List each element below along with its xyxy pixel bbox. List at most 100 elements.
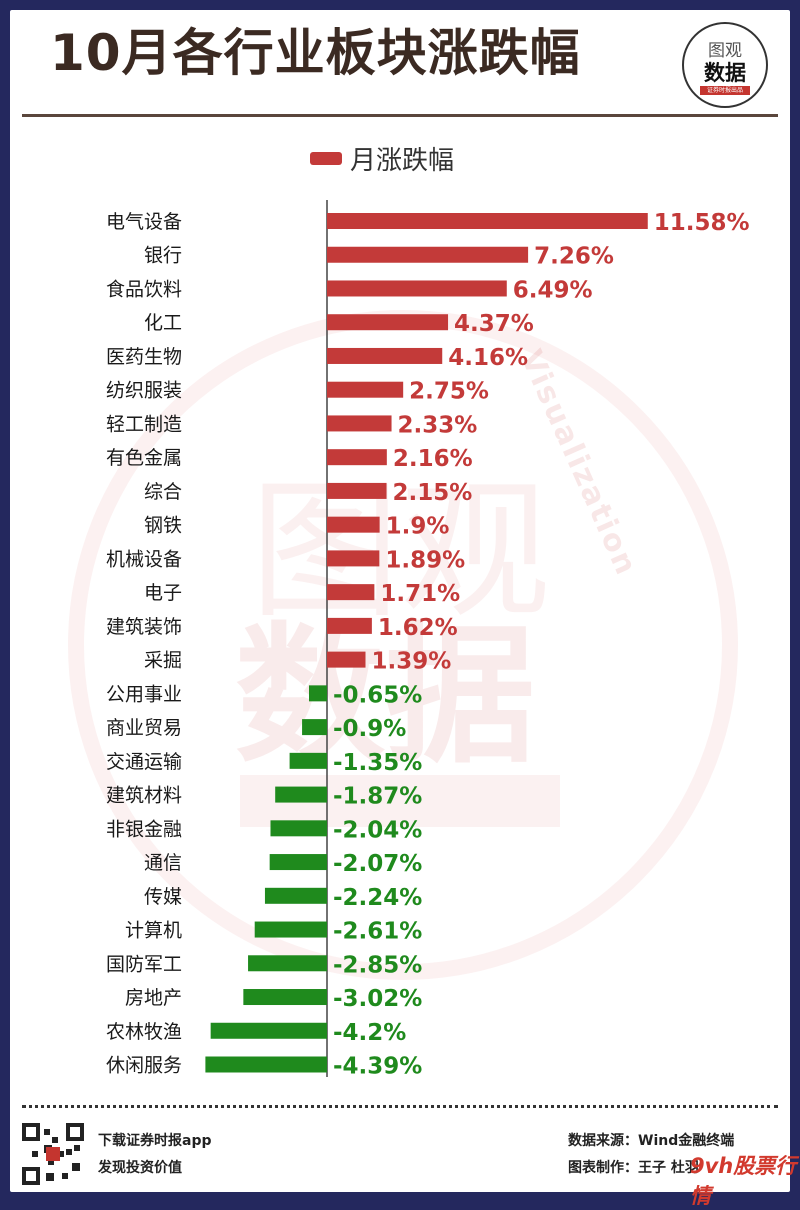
bar: [327, 381, 404, 398]
qr-module: [22, 1167, 40, 1185]
bar: [308, 685, 327, 702]
category-label: 建筑装饰: [106, 616, 182, 638]
bar: [327, 651, 366, 668]
qr-module: [48, 1159, 54, 1165]
qr-code[interactable]: [22, 1123, 84, 1185]
category-label: 农林牧渔: [106, 1021, 182, 1043]
value-label: 1.9%: [386, 514, 450, 540]
bar: [327, 347, 443, 364]
category-label: 休闲服务: [106, 1055, 182, 1077]
value-label: 4.16%: [448, 345, 528, 371]
category-label: 医药生物: [106, 346, 182, 368]
value-label: -2.85%: [333, 952, 422, 978]
bar: [327, 482, 387, 499]
category-label: 计算机: [125, 920, 182, 942]
qr-module: [44, 1129, 50, 1135]
bar: [327, 516, 380, 533]
bar: [270, 820, 327, 837]
value-label: -4.39%: [333, 1054, 422, 1080]
category-label: 房地产: [125, 987, 182, 1009]
qr-module: [22, 1123, 40, 1141]
bar: [289, 752, 327, 769]
qr-module: [58, 1151, 64, 1157]
bar: [243, 989, 327, 1006]
value-label: 2.16%: [393, 446, 473, 472]
bar: [327, 246, 529, 263]
bar: [248, 955, 327, 972]
bar: [205, 1056, 327, 1073]
legend-label: 月涨跌幅: [350, 145, 455, 176]
value-label: -3.02%: [333, 986, 422, 1012]
category-label: 轻工制造: [106, 413, 182, 435]
qr-module: [72, 1163, 80, 1171]
category-label: 钢铁: [144, 515, 182, 537]
download-app-text: 下载证券时报app: [98, 1133, 212, 1149]
bar: [327, 449, 387, 466]
category-label: 国防军工: [106, 953, 182, 975]
value-label: 1.71%: [380, 581, 460, 607]
value-label: -1.35%: [333, 750, 422, 776]
slogan-text: 发现投资价值: [98, 1160, 182, 1176]
bar: [327, 280, 507, 297]
qr-center-logo: [46, 1147, 60, 1161]
qr-module: [74, 1145, 80, 1151]
value-label: 2.75%: [409, 379, 489, 405]
value-label: 7.26%: [534, 244, 614, 270]
category-label: 电气设备: [106, 211, 182, 233]
value-label: 11.58%: [654, 210, 750, 236]
qr-module: [66, 1123, 84, 1141]
category-label: 公用事业: [106, 683, 182, 705]
category-label: 非银金融: [106, 818, 182, 840]
category-label: 电子: [144, 582, 182, 604]
qr-module: [52, 1137, 58, 1143]
value-label: 6.49%: [513, 277, 593, 303]
site-watermark: 9vh股票行情: [690, 1154, 797, 1208]
value-label: -2.61%: [333, 919, 422, 945]
bar: [264, 887, 327, 904]
qr-module: [46, 1173, 54, 1181]
qr-module: [32, 1151, 38, 1157]
category-label: 商业贸易: [106, 717, 182, 739]
bar: [327, 617, 372, 634]
value-label: -0.65%: [333, 682, 422, 708]
bar: [327, 314, 449, 331]
bar: [327, 584, 375, 601]
category-label: 纺织服装: [106, 380, 182, 402]
bar: [327, 415, 392, 432]
value-label: 1.89%: [385, 547, 465, 573]
bar: [275, 786, 327, 803]
category-label: 化工: [144, 312, 182, 334]
chart-credit-text: 图表制作：王子 杜羽: [568, 1160, 699, 1176]
value-label: 1.62%: [378, 615, 458, 641]
category-label: 综合: [144, 481, 182, 503]
bar: [302, 719, 327, 736]
value-label: -2.24%: [333, 885, 422, 911]
logo-line1: 图观: [708, 41, 742, 61]
brand-logo: 图观 数据 证券时报出品: [682, 22, 768, 108]
value-label: 2.33%: [398, 412, 478, 438]
value-label: -4.2%: [333, 1020, 406, 1046]
category-label: 食品饮料: [106, 278, 182, 300]
bar: [210, 1022, 327, 1039]
qr-module: [62, 1173, 68, 1179]
legend-swatch: [310, 151, 342, 165]
page-title: 10月各行业板块涨跌幅: [50, 24, 581, 82]
value-label: 1.39%: [372, 649, 452, 675]
qr-module: [66, 1149, 72, 1155]
bar: [254, 921, 327, 938]
category-label: 通信: [144, 852, 182, 874]
category-label: 交通运输: [106, 751, 182, 773]
value-label: 4.37%: [454, 311, 534, 337]
data-source-text: 数据来源：Wind金融终端: [568, 1133, 735, 1149]
value-label: -1.87%: [333, 784, 422, 810]
value-label: -2.04%: [333, 817, 422, 843]
bar: [269, 854, 327, 871]
title-divider: [22, 114, 778, 117]
bar: [327, 550, 380, 567]
poster-card: [10, 10, 790, 1192]
logo-line3: 证券时报出品: [700, 86, 750, 95]
logo-line2: 数据: [704, 61, 746, 85]
chart-legend: 月涨跌幅: [310, 140, 454, 176]
category-label: 建筑材料: [106, 785, 182, 807]
